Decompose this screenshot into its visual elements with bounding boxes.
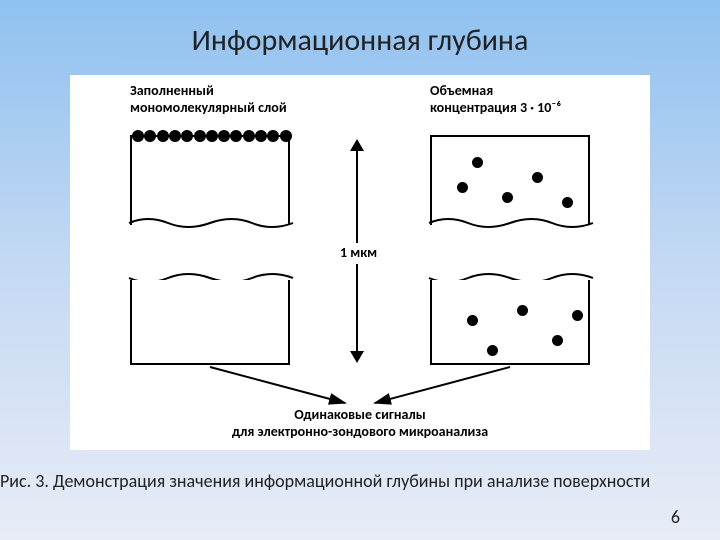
- page-number: 6: [671, 506, 680, 528]
- bottom-label: Одинаковые сигналы для электронно-зондов…: [70, 407, 650, 441]
- slide-title: Информационная глубина: [0, 22, 720, 59]
- converging-arrows: [70, 75, 650, 450]
- figure-area: Заполненный мономолекулярный слой Объемн…: [70, 75, 650, 450]
- bottom-label-l2: для электронно-зондового микроанализа: [70, 424, 650, 441]
- figure-caption: Рис. 3. Демонстрация значения информацио…: [0, 470, 720, 492]
- bottom-label-l1: Одинаковые сигналы: [70, 407, 650, 424]
